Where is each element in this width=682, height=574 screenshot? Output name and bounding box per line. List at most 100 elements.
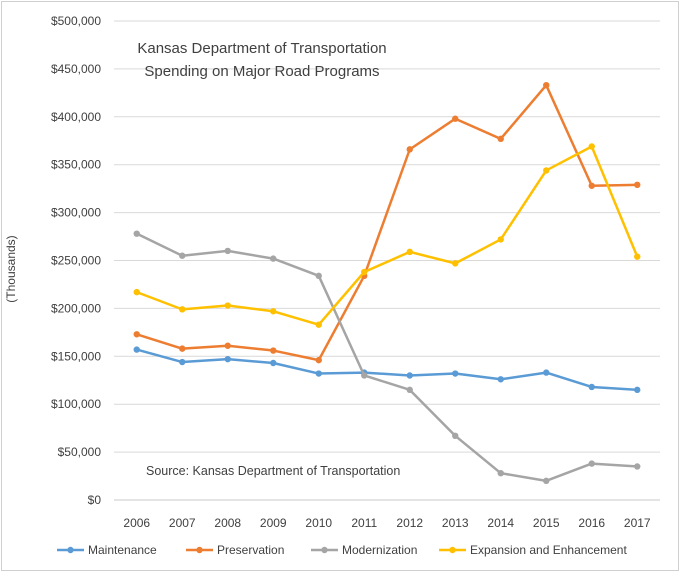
series-line	[136, 145, 639, 326]
x-tick-label: 2017	[624, 516, 651, 530]
y-tick-label: $200,000	[51, 301, 101, 315]
data-point	[406, 372, 413, 379]
data-point	[543, 369, 550, 376]
data-point	[224, 247, 231, 255]
data-point	[497, 469, 504, 477]
data-point	[634, 181, 641, 189]
y-tick-label: $150,000	[51, 349, 101, 363]
series-modernization	[133, 230, 641, 485]
data-point	[588, 143, 595, 150]
data-point	[543, 167, 550, 174]
x-tick-label: 2012	[396, 516, 423, 530]
data-point	[270, 255, 277, 262]
data-point	[634, 463, 641, 470]
data-point	[406, 248, 413, 256]
data-point	[543, 81, 550, 89]
data-point	[270, 308, 277, 315]
x-tick-label: 2006	[123, 516, 150, 530]
data-point	[224, 342, 231, 349]
data-point	[497, 376, 504, 383]
data-point	[497, 236, 504, 243]
series-expansion-and-enhancement	[133, 143, 641, 328]
data-point	[315, 321, 322, 328]
x-tick-label: 2014	[487, 516, 514, 530]
legend-label: Modernization	[342, 543, 417, 557]
legend-item: Preservation	[186, 543, 284, 557]
x-tick-label: 2016	[578, 516, 605, 530]
data-point	[179, 345, 186, 352]
data-point	[133, 230, 140, 237]
series-line	[136, 232, 638, 483]
data-point	[406, 146, 413, 153]
series-maintenance	[133, 346, 641, 394]
legend-label: Maintenance	[88, 543, 157, 557]
x-tick-label: 2010	[305, 516, 332, 530]
data-point	[270, 347, 277, 354]
data-point	[315, 370, 322, 377]
legend-marker	[321, 546, 328, 554]
legend-label: Expansion and Enhancement	[470, 543, 627, 557]
data-point	[361, 372, 368, 379]
data-point	[224, 302, 231, 309]
data-point	[588, 383, 595, 391]
y-tick-label: $500,000	[51, 14, 101, 28]
data-point	[133, 288, 140, 296]
data-point	[179, 306, 186, 313]
legend-marker	[196, 546, 203, 554]
series-line	[136, 348, 638, 392]
series-preservation	[133, 81, 641, 364]
legend-label: Preservation	[217, 543, 284, 557]
legend-item: Maintenance	[57, 543, 157, 557]
data-point	[315, 272, 322, 280]
x-tick-label: 2011	[351, 516, 377, 530]
data-point	[452, 370, 459, 377]
series-line	[136, 83, 638, 362]
data-point	[133, 346, 140, 353]
data-point	[588, 182, 595, 189]
data-point	[179, 358, 186, 366]
data-point	[634, 386, 641, 394]
data-point	[270, 359, 277, 367]
y-tick-label: $0	[88, 493, 102, 507]
data-point	[452, 260, 459, 267]
data-point	[543, 477, 550, 485]
chart-subtitle: Spending on Major Road Programs	[144, 63, 379, 80]
data-point	[634, 253, 641, 260]
legend: Maintenance Preservation Modernization Expa…	[57, 543, 627, 557]
x-tick-label: 2013	[442, 516, 469, 530]
y-tick-label: $300,000	[51, 206, 101, 220]
x-tick-label: 2008	[214, 516, 241, 530]
data-point	[452, 432, 459, 440]
data-point	[497, 135, 504, 143]
x-tick-label: 2015	[533, 516, 560, 530]
data-point	[406, 386, 413, 394]
legend-marker	[67, 546, 74, 554]
chart-source-note: Source: Kansas Department of Transportat…	[146, 464, 400, 478]
data-point	[588, 460, 595, 467]
y-tick-label: $350,000	[51, 158, 101, 172]
y-axis-label: (Thousands)	[4, 235, 18, 302]
gridlines	[114, 20, 660, 501]
y-tick-label: $250,000	[51, 254, 101, 268]
y-axis-ticks: $0 $50,000 $100,000 $150,000 $200,000 $250,00…	[51, 14, 101, 507]
data-point	[224, 355, 231, 363]
data-point	[179, 252, 186, 259]
series-lines	[133, 81, 641, 485]
x-tick-label: 2009	[260, 516, 287, 530]
data-point	[452, 115, 459, 122]
x-tick-label: 2007	[169, 516, 196, 530]
y-tick-label: $450,000	[51, 62, 101, 76]
data-point	[361, 268, 368, 276]
legend-marker	[449, 546, 456, 554]
legend-item: Modernization	[311, 543, 417, 557]
legend-item: Expansion and Enhancement	[439, 543, 627, 557]
y-tick-label: $50,000	[58, 445, 102, 459]
data-point	[133, 331, 140, 338]
data-point	[315, 356, 322, 364]
x-axis-ticks: 2006 2007 2008 2009 2010 2011 2012 2013 2014 2015…	[123, 516, 651, 530]
y-tick-label: $100,000	[51, 397, 101, 411]
chart-title: Kansas Department of Transportation	[137, 40, 386, 57]
y-tick-label: $400,000	[51, 110, 101, 124]
